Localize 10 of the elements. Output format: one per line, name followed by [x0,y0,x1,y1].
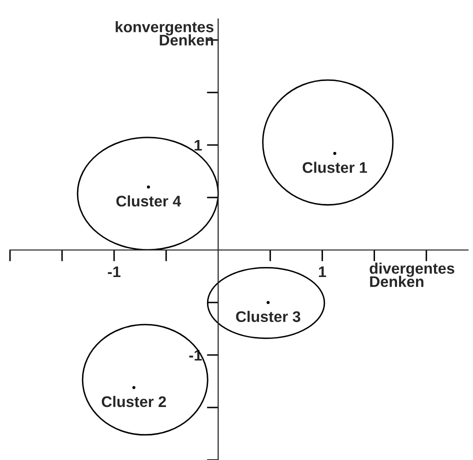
annotation: Cluster 4 [116,195,182,207]
point [132,386,136,390]
y-axis-title: konvergentes Denken [116,21,214,46]
annotation: Cluster 1 [302,162,368,173]
point [146,185,150,189]
point [266,300,270,304]
point [333,152,336,155]
x-axis-title: divergentes Denken [370,262,454,288]
annotation: Cluster 2 [102,396,166,408]
annotation: Cluster 3 [236,310,300,322]
